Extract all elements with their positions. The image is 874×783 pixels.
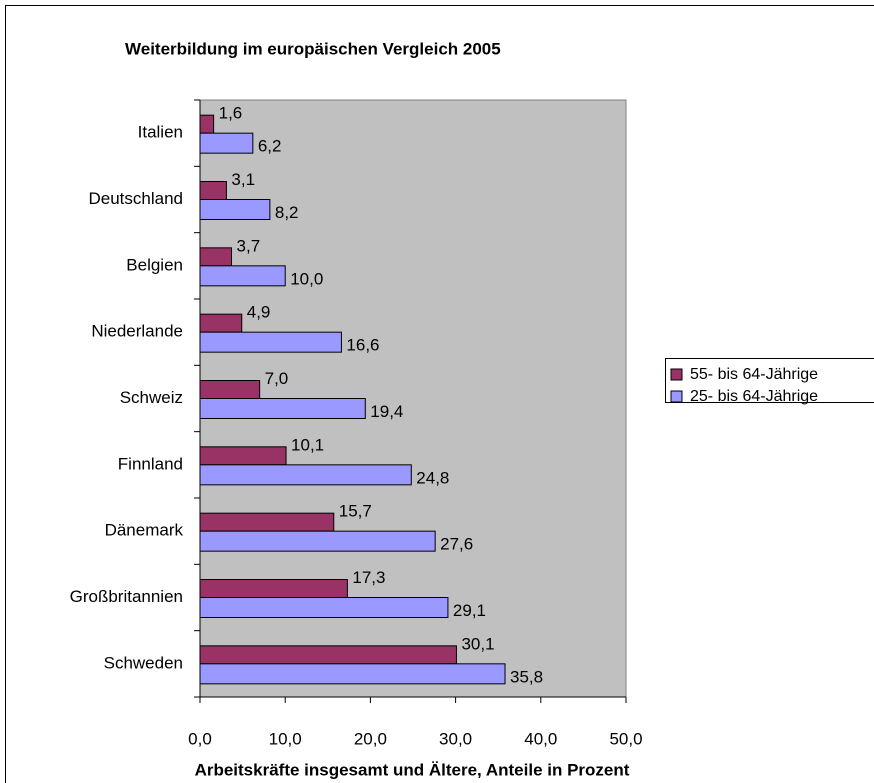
x-tick-label: 40,0 [524, 729, 557, 748]
value-label: 35,8 [510, 667, 543, 686]
value-label: 30,1 [461, 634, 494, 653]
bar [199, 132, 254, 154]
value-label: 10,1 [291, 435, 324, 454]
bar [199, 331, 342, 353]
value-label: 7,0 [265, 369, 289, 388]
bar [199, 663, 506, 685]
x-tick-label: 50,0 [609, 729, 642, 748]
value-label: 16,6 [346, 336, 379, 355]
bar [199, 464, 412, 486]
y-tick-label: Belgien [126, 255, 183, 274]
legend-label: 55- bis 64-Jährige [690, 366, 818, 383]
bar [199, 645, 457, 665]
value-label: 27,6 [440, 535, 473, 554]
value-label: 1,6 [219, 104, 243, 123]
bar [199, 380, 261, 399]
legend-box [665, 358, 874, 403]
x-tick-label: 20,0 [354, 729, 387, 748]
bar [199, 265, 286, 287]
bar [199, 512, 335, 532]
legend-swatch [670, 368, 683, 381]
bar [199, 597, 449, 618]
value-label: 10,0 [290, 269, 323, 288]
y-tick-label: Dänemark [105, 521, 184, 540]
value-label: 24,8 [416, 468, 449, 487]
value-label: 6,2 [258, 137, 282, 156]
x-tick-label: 30,0 [439, 729, 472, 748]
value-label: 3,1 [231, 170, 255, 189]
bar [199, 181, 227, 200]
y-tick-label: Italien [138, 123, 183, 142]
y-tick-label: Niederlande [91, 322, 183, 341]
value-label: 15,7 [339, 502, 372, 521]
value-label: 8,2 [275, 203, 299, 222]
x-tick-label: 0,0 [188, 729, 212, 748]
bar [199, 247, 233, 267]
bar [199, 446, 287, 466]
value-label: 19,4 [370, 402, 403, 421]
legend-swatch [670, 390, 683, 403]
x-tick-label: 10,0 [269, 729, 302, 748]
y-tick-label: Schweiz [120, 388, 183, 407]
chart-title: Weiterbildung im europäischen Vergleich … [125, 39, 501, 58]
x-axis-title: Arbeitskräfte insgesamt und Ältere, Ante… [195, 760, 630, 779]
legend-label: 25- bis 64-Jährige [690, 388, 818, 405]
bar [199, 199, 271, 220]
value-label: 4,9 [247, 303, 271, 322]
value-label: 3,7 [237, 236, 261, 255]
y-tick-label: Schweden [104, 653, 183, 672]
bar [199, 579, 348, 598]
bar [199, 530, 436, 552]
y-tick-label: Deutschland [88, 189, 183, 208]
bar [199, 313, 243, 333]
bar [199, 398, 366, 419]
y-tick-label: Großbritannien [70, 587, 183, 606]
value-label: 17,3 [352, 568, 385, 587]
bar [199, 114, 215, 134]
value-label: 29,1 [453, 601, 486, 620]
y-tick-label: Finnland [118, 454, 183, 473]
